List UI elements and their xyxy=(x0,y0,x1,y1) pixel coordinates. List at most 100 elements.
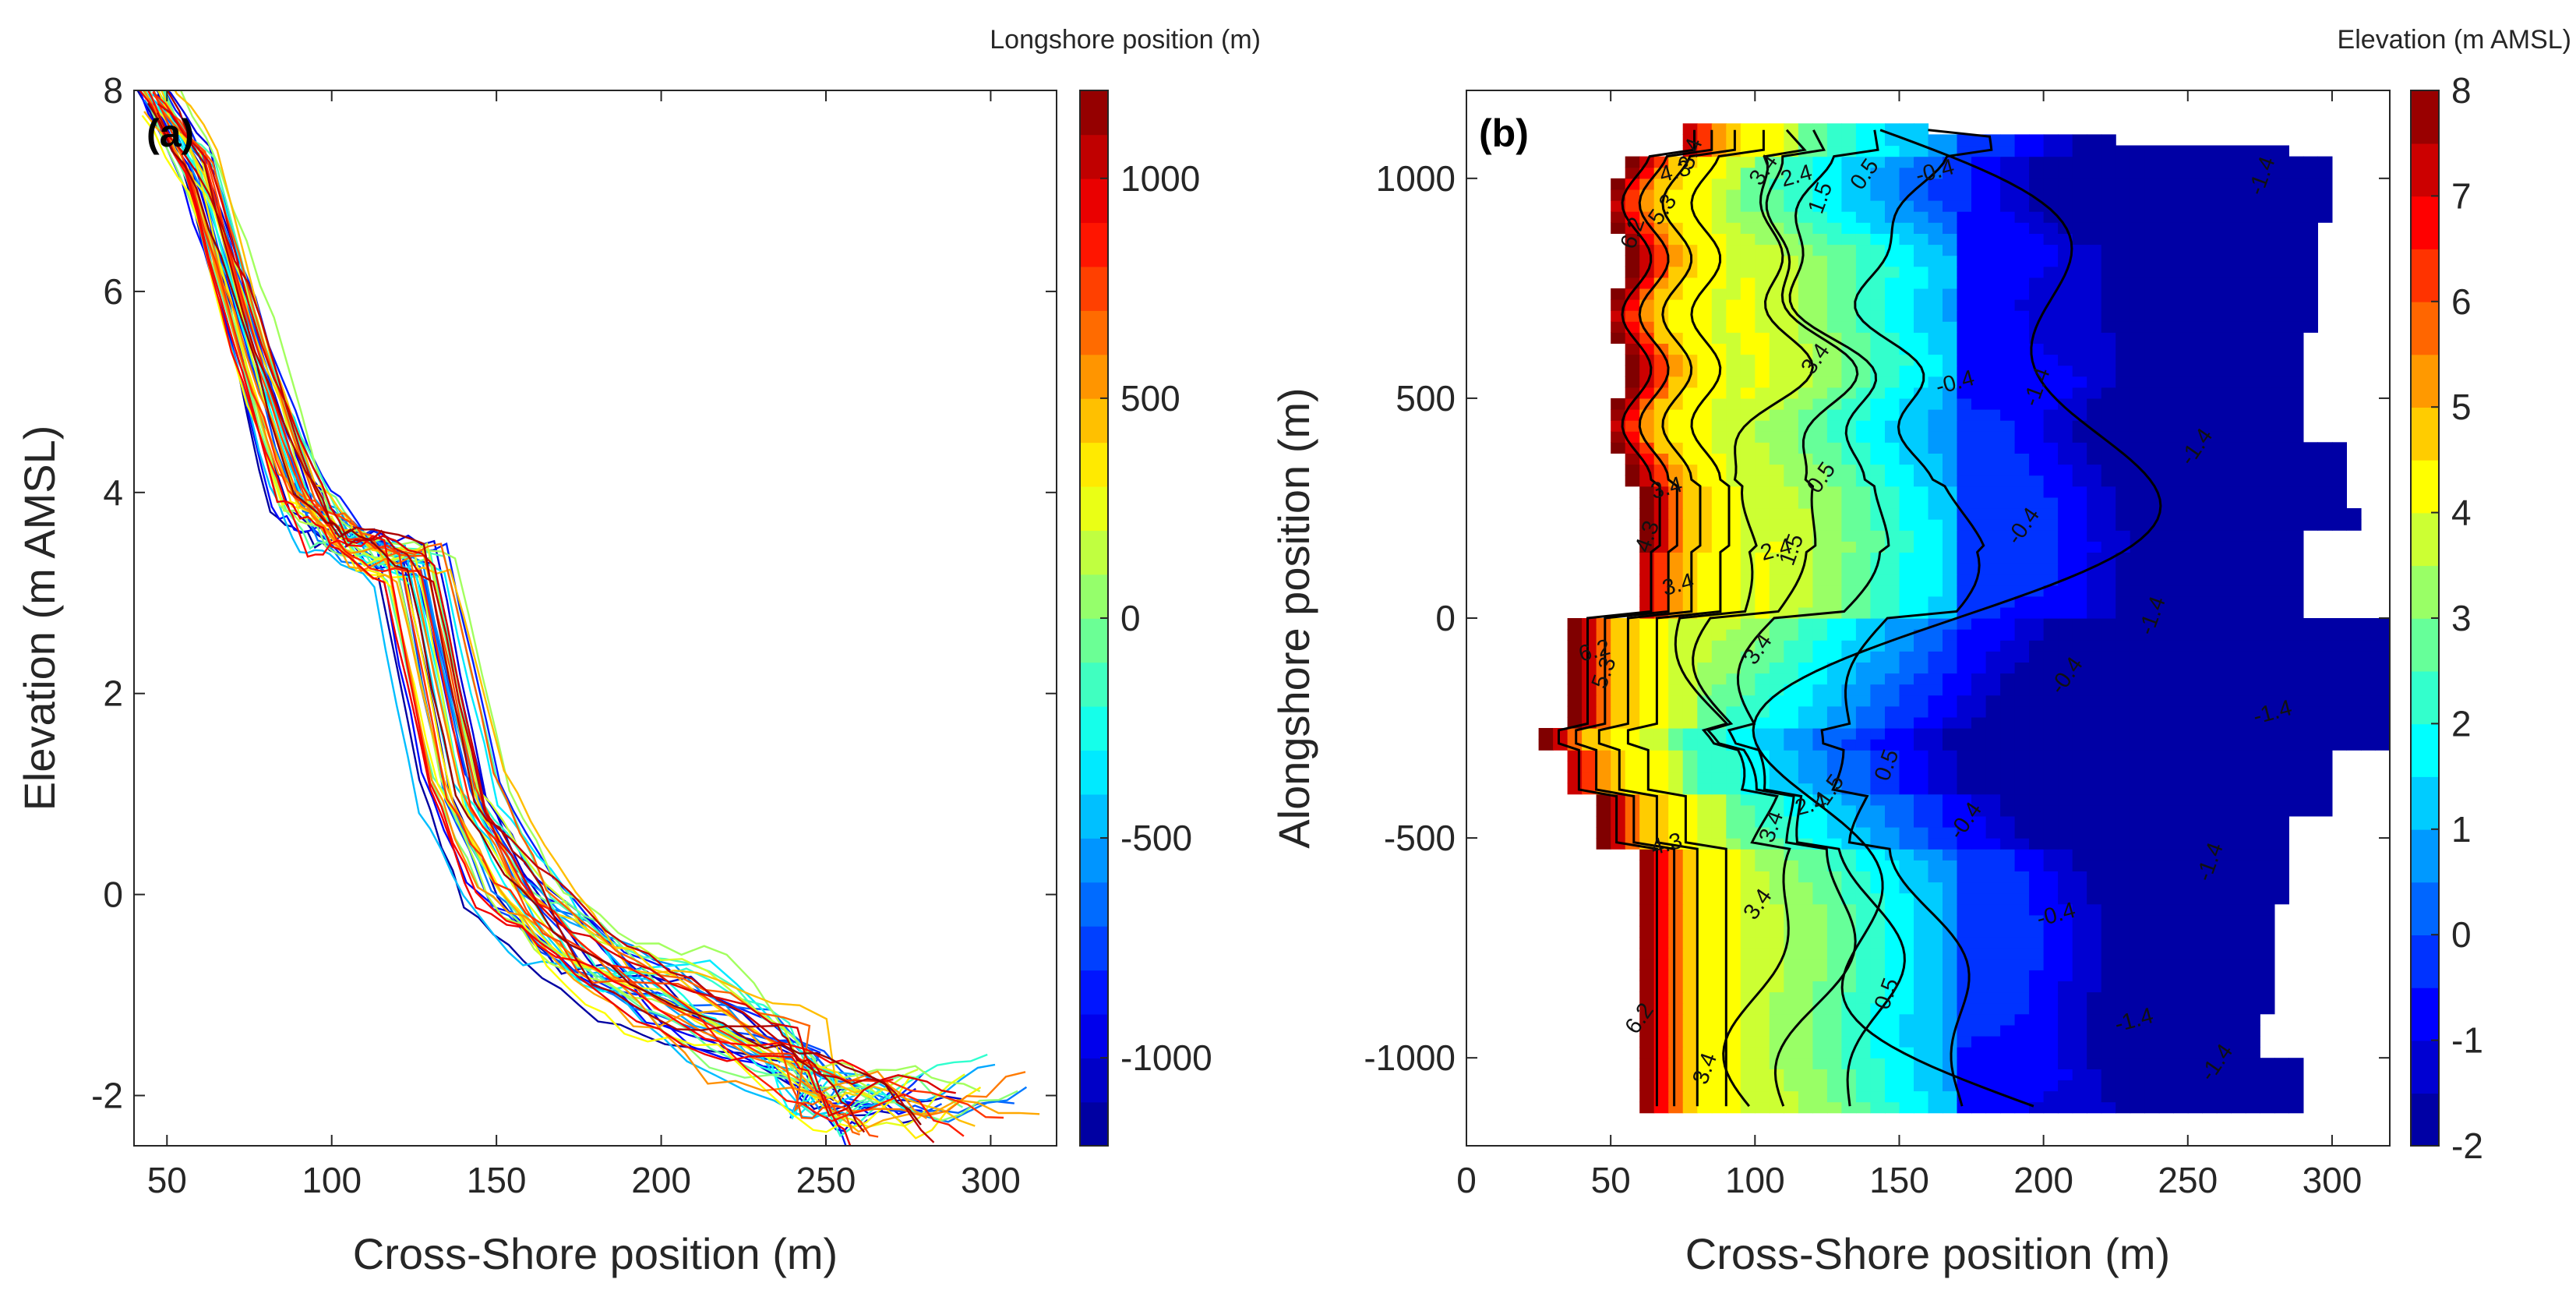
elevation-cell xyxy=(1899,750,1914,762)
elevation-cell xyxy=(2202,497,2218,509)
elevation-cell xyxy=(1971,1090,1987,1103)
elevation-cell xyxy=(2231,431,2246,443)
elevation-cell xyxy=(1639,903,1655,916)
elevation-cell xyxy=(1870,793,1886,806)
elevation-cell xyxy=(2087,541,2102,553)
elevation-cell xyxy=(1826,167,1842,179)
elevation-cell xyxy=(1885,574,1900,586)
elevation-cell xyxy=(1899,222,1914,234)
elevation-cell xyxy=(1755,1080,1770,1092)
elevation-cell xyxy=(2331,739,2347,751)
elevation-cell xyxy=(2187,442,2203,454)
elevation-cell xyxy=(2101,376,2116,388)
elevation-cell xyxy=(2115,937,2131,949)
elevation-cell xyxy=(2202,519,2218,531)
elevation-cell xyxy=(1957,1013,1972,1026)
elevation-cell xyxy=(2245,914,2260,927)
elevation-cell xyxy=(1755,442,1770,454)
elevation-cell xyxy=(2130,574,2145,586)
elevation-cell xyxy=(1740,914,1756,927)
elevation-cell xyxy=(1711,497,1727,509)
elevation-cell xyxy=(2029,574,2045,586)
elevation-cell xyxy=(2216,189,2232,201)
elevation-cell xyxy=(2187,629,2203,641)
elevation-cell xyxy=(2173,442,2189,454)
elevation-cell xyxy=(1812,343,1828,355)
elevation-cell xyxy=(2072,827,2087,839)
elevation-cell xyxy=(1914,1013,1929,1026)
elevation-cell xyxy=(1697,595,1713,608)
elevation-cell xyxy=(2187,981,2203,993)
elevation-cell xyxy=(2202,871,2218,883)
elevation-cell xyxy=(2101,728,2116,740)
elevation-cell xyxy=(1914,409,1929,421)
elevation-cell xyxy=(2317,793,2333,806)
elevation-cell xyxy=(1957,827,1972,839)
elevation-cell xyxy=(1826,189,1842,201)
elevation-cell xyxy=(2216,1002,2232,1015)
elevation-cell xyxy=(2158,156,2174,168)
elevation-cell xyxy=(2158,189,2174,201)
elevation-cell xyxy=(1943,189,1958,201)
elevation-cell xyxy=(1943,793,1958,806)
elevation-cell xyxy=(2058,497,2073,509)
elevation-cell xyxy=(1769,200,1784,212)
elevation-cell xyxy=(2202,156,2218,168)
elevation-cell xyxy=(1943,343,1958,355)
elevation-cell xyxy=(2000,1036,2016,1048)
elevation-cell xyxy=(2000,827,2016,839)
elevation-cell xyxy=(2245,541,2260,553)
elevation-cell xyxy=(2144,442,2160,454)
elevation-cell xyxy=(2072,398,2087,410)
elevation-cell xyxy=(2058,530,2073,542)
elevation-cell xyxy=(2144,849,2160,860)
colorbar-level xyxy=(2411,512,2439,567)
elevation-cell xyxy=(2158,914,2174,927)
elevation-cell xyxy=(2087,189,2102,201)
elevation-cell xyxy=(2087,1013,2102,1026)
elevation-cell xyxy=(1668,750,1684,762)
elevation-cell xyxy=(2158,321,2174,333)
elevation-cell xyxy=(1971,849,1987,860)
elevation-cell xyxy=(1885,266,1900,278)
elevation-cell xyxy=(2014,651,2030,663)
elevation-cell xyxy=(2087,804,2102,817)
elevation-cell xyxy=(2000,398,2016,410)
elevation-cell xyxy=(1841,629,1857,641)
elevation-cell xyxy=(1957,838,1972,850)
elevation-cell xyxy=(1611,673,1626,685)
elevation-cell xyxy=(1726,1090,1741,1103)
elevation-cell xyxy=(2029,1002,2045,1015)
elevation-cell xyxy=(1682,981,1698,993)
elevation-cell xyxy=(1957,255,1972,267)
elevation-cell xyxy=(1841,277,1857,289)
elevation-cell xyxy=(1697,750,1713,762)
elevation-cell xyxy=(2144,860,2160,871)
elevation-cell xyxy=(2115,420,2131,432)
elevation-cell xyxy=(1538,739,1554,751)
elevation-cell xyxy=(2043,991,2059,1004)
elevation-cell xyxy=(1567,618,1583,630)
elevation-cell xyxy=(1985,629,2001,641)
elevation-cell xyxy=(2101,838,2116,850)
elevation-cell xyxy=(2173,871,2189,883)
elevation-cell xyxy=(1740,585,1756,597)
elevation-cell xyxy=(1798,827,1813,839)
elevation-cell xyxy=(2087,156,2102,168)
elevation-cell xyxy=(2231,541,2246,553)
elevation-cell xyxy=(1957,376,1972,388)
elevation-cell xyxy=(2187,1101,2203,1114)
elevation-cell xyxy=(2130,640,2145,652)
elevation-cell xyxy=(2303,629,2318,641)
elevation-cell xyxy=(2331,728,2347,740)
elevation-cell xyxy=(2115,948,2131,959)
elevation-cell xyxy=(2029,705,2045,718)
elevation-cell xyxy=(1653,574,1669,586)
elevation-cell xyxy=(1928,694,1943,707)
elevation-cell xyxy=(2274,793,2289,806)
elevation-cell xyxy=(2260,365,2275,377)
elevation-cell xyxy=(2130,277,2145,289)
elevation-cell xyxy=(1914,486,1929,498)
elevation-cell xyxy=(2072,860,2087,871)
elevation-cell xyxy=(1841,694,1857,707)
